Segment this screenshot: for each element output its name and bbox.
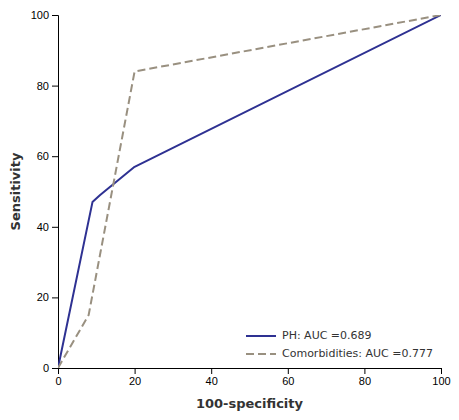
x-axis-tick-label: 60 (282, 375, 294, 387)
legend-swatch (246, 353, 276, 355)
x-axis-tick-mark (135, 368, 136, 374)
y-axis-tick-label: 40 (37, 221, 49, 233)
series-line (58, 15, 441, 368)
y-axis-tick-label: 100 (31, 9, 49, 21)
y-axis-tick-mark (52, 297, 58, 298)
x-axis-tick: 80 (359, 368, 371, 387)
x-axis-tick: 40 (206, 368, 218, 387)
y-axis-tick-mark (52, 368, 58, 369)
x-axis-tick-mark (441, 368, 442, 374)
x-axis-tick: 0 (55, 368, 61, 387)
y-axis-tick-label: 20 (37, 291, 49, 303)
y-axis-tick: 80 (37, 80, 58, 92)
legend-item: Comorbidities: AUC =0.777 (246, 347, 433, 360)
y-axis-tick-mark (52, 15, 58, 16)
x-axis-tick-label: 20 (129, 375, 141, 387)
chart: 0 20 40 60 80 100 0 20 40 60 80 100 PH: AUC =0.689 Co… (0, 0, 459, 420)
plot: 0 20 40 60 80 100 0 20 40 60 80 100 PH: AUC =0.689 Co… (31, 9, 451, 387)
x-axis: 0 20 40 60 80 100 (55, 368, 450, 387)
y-axis: 0 20 40 60 80 100 (31, 9, 59, 374)
x-axis-title: 100-specificity (196, 396, 304, 411)
x-axis-tick: 60 (282, 368, 294, 387)
y-axis-line (52, 16, 59, 369)
x-axis-tick-mark (288, 368, 289, 374)
x-axis-tick-mark (364, 368, 365, 374)
legend-label: Comorbidities: AUC =0.777 (282, 347, 433, 360)
y-axis-tick: 0 (43, 362, 58, 374)
y-axis-tick-label: 0 (43, 362, 49, 374)
x-axis-tick-label: 40 (206, 375, 218, 387)
y-axis-tick: 40 (37, 221, 58, 233)
legend-item: PH: AUC =0.689 (246, 329, 372, 342)
x-axis-tick: 20 (129, 368, 141, 387)
series-line (58, 15, 441, 368)
y-axis-tick-label: 80 (37, 80, 49, 92)
x-axis-tick-mark (211, 368, 212, 374)
legend-swatch (246, 335, 276, 337)
series-group (58, 15, 441, 368)
x-axis-tick-label: 0 (55, 375, 61, 387)
y-axis-tick-mark (52, 86, 58, 87)
legend: PH: AUC =0.689 Comorbidities: AUC =0.777 (246, 329, 433, 360)
y-axis-tick-label: 60 (37, 150, 49, 162)
y-axis-tick: 60 (37, 150, 58, 162)
x-axis-line (59, 369, 442, 375)
y-axis-tick-mark (52, 156, 58, 157)
y-axis-tick: 100 (31, 9, 58, 21)
legend-label: PH: AUC =0.689 (282, 329, 372, 342)
x-axis-tick-label: 100 (432, 375, 450, 387)
x-axis-tick: 100 (432, 368, 450, 387)
y-axis-title: Sensitivity (8, 152, 23, 230)
y-axis-tick: 20 (37, 291, 58, 303)
x-axis-tick-label: 80 (359, 375, 371, 387)
y-axis-tick-mark (52, 227, 58, 228)
